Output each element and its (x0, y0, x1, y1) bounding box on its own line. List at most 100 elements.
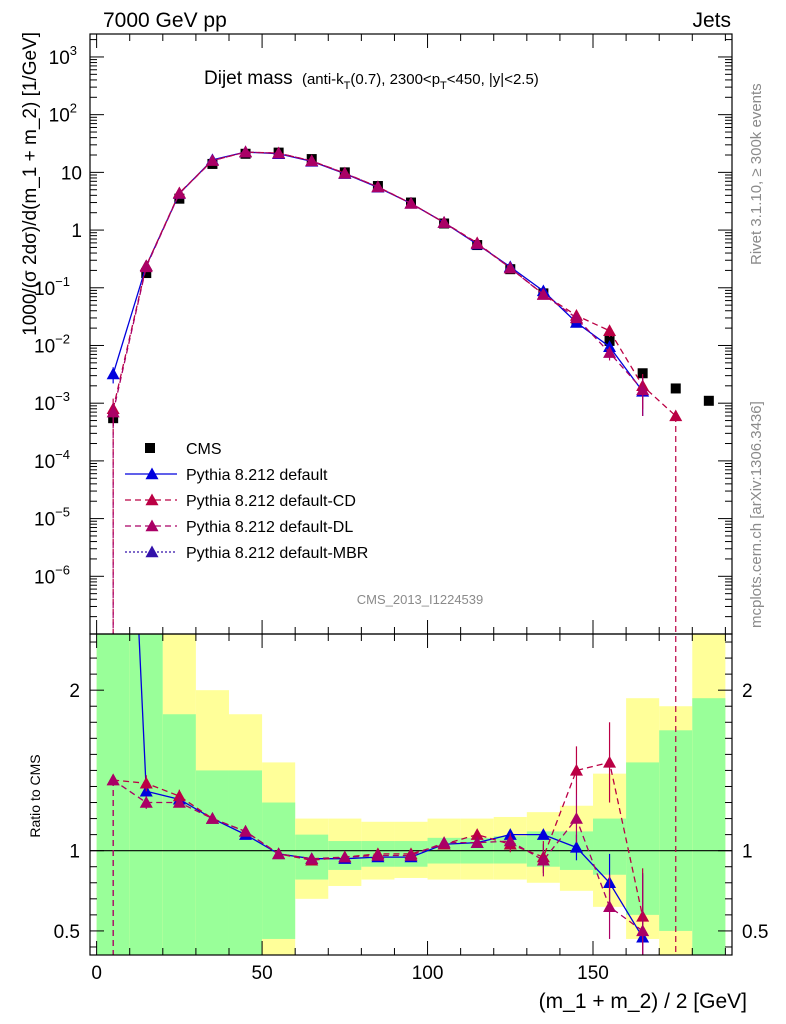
ratio-y-axis-title: Ratio to CMS (27, 754, 43, 837)
plot-title-sub-t: T (344, 80, 351, 92)
series-line-dl (112, 151, 644, 413)
main-frame (89, 33, 733, 635)
ratio-point-cd (470, 828, 484, 840)
band-inner (228, 770, 263, 955)
ratio-frame (89, 633, 733, 956)
data-point-dl (239, 145, 253, 158)
legend-label-data: CMS (186, 441, 222, 458)
ratio-point-dl (404, 848, 418, 861)
main-series-layer (106, 145, 714, 955)
data-point-dl (636, 383, 650, 396)
data-point-dl (172, 187, 186, 199)
band-inner (692, 698, 726, 955)
main-y-tick-label: 10−6 (34, 562, 70, 588)
plot-title-detail-b: (0.7), 2300<p (350, 71, 440, 88)
ratio-series-group (106, 74, 650, 955)
ratio-bands (90, 634, 732, 955)
main-y-tick-label: 10−3 (34, 389, 70, 415)
data-point-dl (205, 154, 219, 166)
legend-label-mbr: Pythia 8.212 default-MBR (186, 545, 368, 562)
x-tick-label: 150 (577, 963, 609, 984)
data-point-dl (470, 237, 484, 249)
ratio-point-cd (172, 789, 186, 802)
ratio-point-cd (139, 776, 153, 789)
axes-layer: 10−6 10−5 10−4 10−3 10−2 10−1 1 10 102 103 0 50 100 1… (34, 33, 768, 984)
ratio-point-dl (569, 812, 583, 824)
ratio-point-dl (470, 836, 484, 848)
ratio-series-layer (106, 74, 650, 955)
data-point-cms (703, 395, 714, 406)
data-point-dl (536, 288, 550, 300)
legend-marker-dl (145, 519, 159, 532)
series-line-cd (112, 151, 677, 417)
ratio-point-dl (503, 834, 517, 847)
ratio-y-tick-label-right: 2 (742, 681, 753, 702)
ratio-point-dl (536, 853, 550, 866)
data-point-cms (141, 268, 152, 279)
ratio-y-tick-label: 2 (69, 681, 80, 702)
main-y-tick-label: 1 (71, 221, 82, 242)
ratio-point-dl (371, 848, 385, 861)
data-point-dl (106, 405, 120, 418)
x-tick-label: 100 (412, 963, 444, 984)
ratio-point-default (107, 74, 120, 86)
ratio-point-dl (437, 836, 451, 848)
data-point-dl (437, 216, 451, 228)
ratio-point-default (569, 840, 583, 853)
main-y-tick-label: 103 (49, 43, 77, 69)
ratio-point-dl (172, 796, 186, 808)
data-point-dl (503, 261, 517, 274)
band-inner (162, 714, 196, 955)
ratio-point-dl (305, 852, 319, 864)
ratio-point-default (536, 828, 550, 840)
main-y-tick-label: 10−2 (34, 331, 70, 357)
analysis-watermark: CMS_2013_I1224539 (357, 592, 484, 607)
data-point-dl (371, 180, 385, 193)
ratio-point-dl (106, 773, 120, 786)
ratio-point-dl (239, 824, 253, 837)
data-point-dl (139, 260, 153, 273)
data-point-default (106, 367, 120, 380)
main-y-tick-label: 10−1 (34, 274, 70, 300)
band-inner (262, 802, 296, 939)
legend-marker-mbr (145, 545, 159, 558)
main-y-tick-label: 10 (61, 163, 82, 184)
legend-label-dl: Pythia 8.212 default-DL (186, 519, 353, 536)
data-point-dl (603, 346, 617, 358)
ratio-point-cd (603, 755, 617, 768)
ratio-point-dl (205, 812, 219, 824)
mcplots-label: mcplots.cern.ch [arXiv:1306.3436] (748, 401, 765, 628)
data-point-cms (637, 368, 648, 379)
x-tick-label: 0 (91, 963, 102, 984)
ratio-y-tick-label-right: 0.5 (742, 922, 768, 943)
main-y-axis-title: 1000/(σ 2dσ)/d(m_1 + m_2) [1/GeV] (20, 32, 41, 336)
ratio-point-cd (569, 763, 583, 776)
main-y-tick-label: 10−4 (34, 447, 70, 473)
ratio-point-dl (603, 900, 617, 913)
legend-marker-default (145, 467, 159, 480)
data-point-dl (305, 154, 319, 167)
rivet-label: Rivet 3.1.10, ≥ 300k events (748, 83, 765, 265)
ratio-point-dl (272, 847, 286, 860)
plot-title-detail-a: (anti-k (302, 71, 344, 88)
main-y-tick-label: 102 (49, 101, 77, 127)
legend-marker-cms (145, 443, 155, 453)
plot-title-main: Dijet mass (204, 68, 293, 89)
plot-title-sub-t2: T (440, 80, 447, 92)
legend-marker-cd (145, 493, 159, 506)
ratio-y-tick-label: 1 (69, 842, 80, 863)
data-point-cd (603, 324, 617, 336)
header-jets-label: Jets (692, 9, 731, 32)
legend-label-cd: Pythia 8.212 default-CD (186, 493, 356, 510)
main-y-tick-label: 10−5 (34, 505, 70, 531)
header-energy-label: 7000 GeV pp (103, 9, 227, 32)
data-point-dl (569, 311, 583, 324)
data-point-dl (338, 166, 352, 179)
data-point-dl (272, 146, 286, 159)
ratio-point-dl (636, 924, 650, 937)
ratio-y-tick-label: 0.5 (54, 922, 80, 943)
band-inner (195, 770, 229, 955)
ratio-point-dl (139, 796, 153, 808)
data-point-cd (669, 409, 683, 422)
